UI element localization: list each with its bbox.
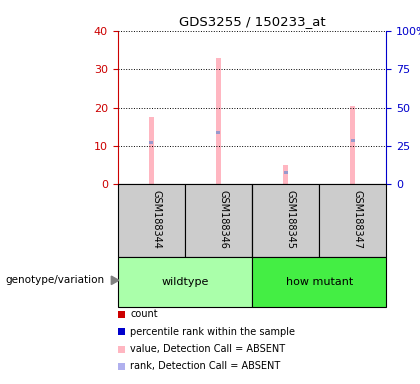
Text: rank, Detection Call = ABSENT: rank, Detection Call = ABSENT <box>130 361 281 371</box>
Text: value, Detection Call = ABSENT: value, Detection Call = ABSENT <box>130 344 285 354</box>
Text: GSM188345: GSM188345 <box>286 190 296 249</box>
FancyBboxPatch shape <box>118 184 185 257</box>
FancyBboxPatch shape <box>118 257 252 307</box>
Text: how mutant: how mutant <box>286 277 353 287</box>
Bar <box>284 171 288 174</box>
Bar <box>283 165 288 184</box>
Bar <box>216 131 221 134</box>
Text: GSM188344: GSM188344 <box>151 190 161 249</box>
Text: GSM188346: GSM188346 <box>218 190 228 249</box>
Bar <box>351 139 355 142</box>
FancyBboxPatch shape <box>252 184 319 257</box>
FancyBboxPatch shape <box>252 257 386 307</box>
Text: count: count <box>130 310 158 319</box>
FancyBboxPatch shape <box>319 184 386 257</box>
Text: wildtype: wildtype <box>161 277 208 287</box>
Bar <box>216 58 221 184</box>
Title: GDS3255 / 150233_at: GDS3255 / 150233_at <box>178 15 326 28</box>
Bar <box>149 117 154 184</box>
Bar <box>350 106 355 184</box>
Text: GSM188347: GSM188347 <box>353 190 363 249</box>
Bar <box>149 141 153 144</box>
FancyBboxPatch shape <box>185 184 252 257</box>
Text: percentile rank within the sample: percentile rank within the sample <box>130 327 295 337</box>
Text: genotype/variation: genotype/variation <box>6 275 105 285</box>
